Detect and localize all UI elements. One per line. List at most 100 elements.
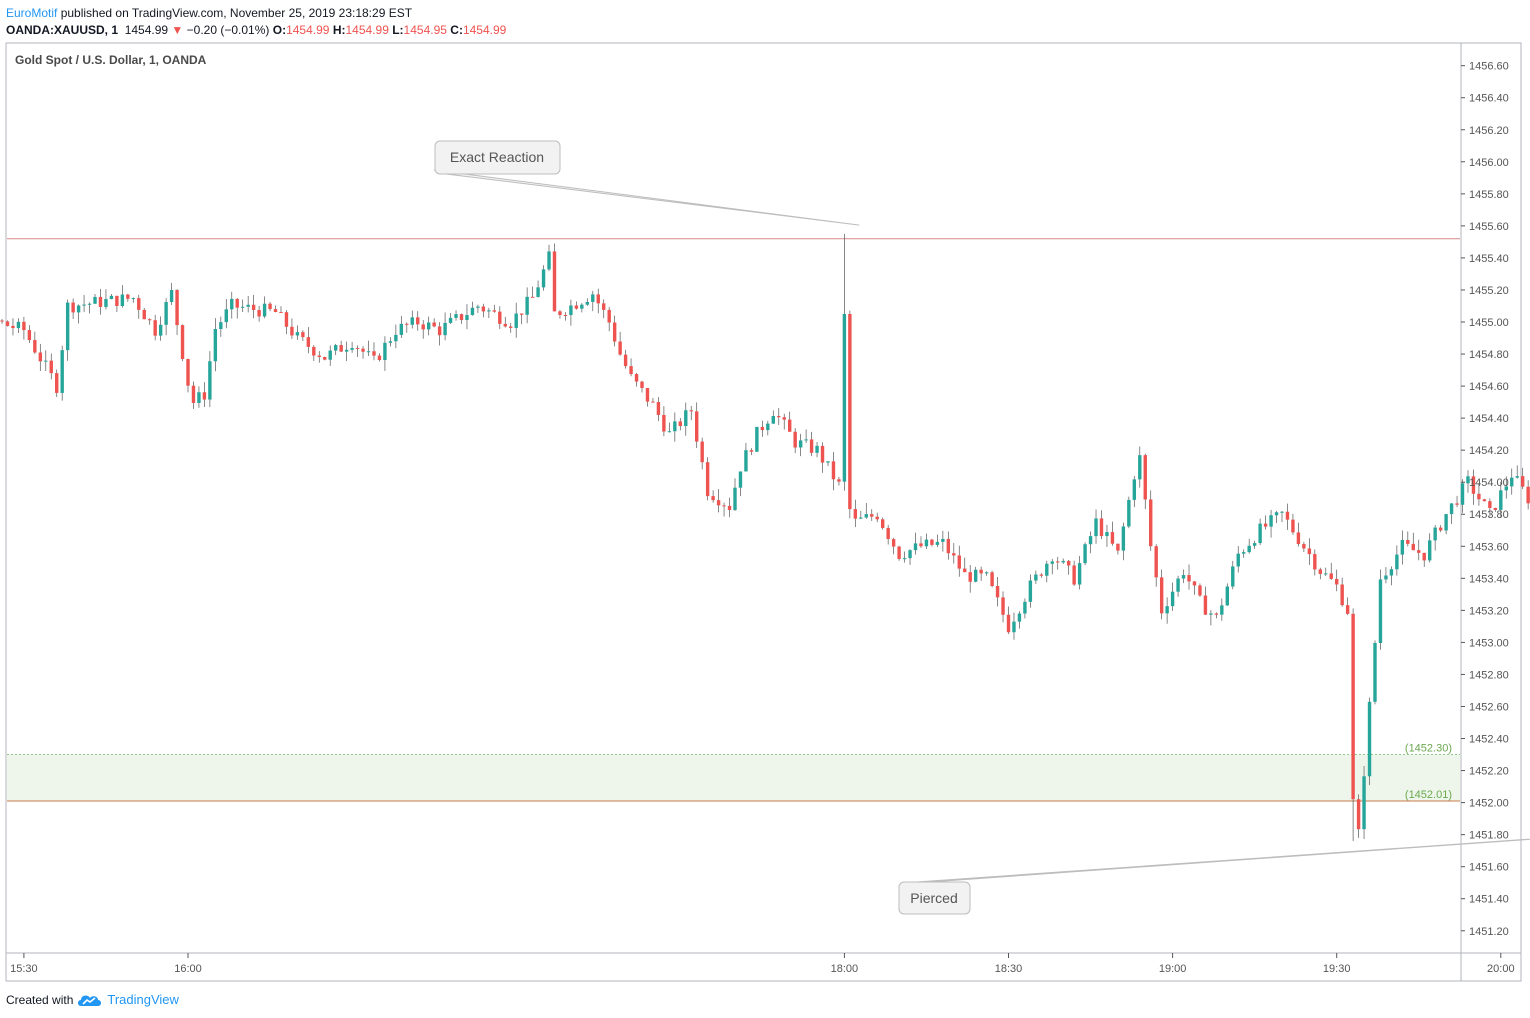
author-link[interactable]: EuroMotif (6, 6, 58, 20)
candle (563, 312, 568, 321)
candle (941, 530, 945, 552)
candle-body (1384, 575, 1388, 580)
candle-body (580, 304, 584, 309)
candle (1269, 509, 1273, 538)
candle (1252, 540, 1257, 549)
candle-body (826, 461, 830, 463)
candle-body (1181, 575, 1186, 579)
candle-body (11, 325, 15, 329)
candle-body (1121, 526, 1126, 551)
candle (771, 410, 775, 424)
down-arrow-icon: ▼ (171, 23, 184, 37)
candle (1099, 510, 1104, 540)
candle-body (1274, 512, 1279, 516)
candle-body (618, 341, 622, 355)
candle-body (1170, 591, 1175, 607)
price-tick-label: 1452.40 (1469, 734, 1509, 746)
candle-body (547, 251, 551, 270)
candle (1493, 507, 1498, 512)
candle-body (1028, 580, 1033, 602)
candle (755, 426, 759, 453)
candle-body (33, 340, 37, 353)
candle (1395, 545, 1399, 576)
candle (191, 381, 196, 410)
candle-body (290, 326, 294, 336)
candle (990, 570, 994, 588)
candle (1247, 538, 1251, 554)
time-tick-label: 16:00 (174, 963, 202, 975)
candle (722, 502, 726, 517)
candle (640, 380, 644, 393)
candle (1072, 560, 1076, 586)
price-tick-label: 1456.00 (1469, 157, 1509, 169)
candle (673, 412, 677, 442)
candle (202, 382, 207, 407)
candle (1061, 558, 1065, 564)
candle (891, 537, 896, 555)
tradingview-cloud-icon[interactable] (77, 993, 103, 1007)
candle (1329, 562, 1333, 580)
candle (33, 331, 37, 354)
candle (804, 429, 808, 443)
candle-body (1488, 501, 1492, 508)
candle-body (372, 351, 376, 356)
price-tick-label: 1453.40 (1469, 573, 1509, 585)
candle-body (1099, 518, 1104, 537)
candle-body (711, 496, 715, 501)
candle (815, 442, 819, 458)
candle-body (782, 417, 786, 420)
candle (525, 287, 529, 324)
candle (591, 290, 595, 312)
candle (454, 310, 458, 321)
candle-body (623, 354, 628, 367)
candle (1515, 465, 1519, 479)
candle (230, 291, 234, 319)
candle (634, 372, 639, 387)
candle (1258, 518, 1262, 546)
tradingview-brand-link[interactable]: TradingView (107, 992, 179, 1007)
candle (257, 305, 261, 322)
candle (432, 318, 436, 328)
candle-body (1258, 523, 1262, 544)
candle (984, 571, 989, 576)
candle (350, 341, 354, 353)
candle (596, 288, 600, 314)
candle-body (224, 309, 228, 323)
candle (1520, 467, 1525, 490)
candle (65, 299, 70, 361)
candle (853, 499, 858, 528)
candle (514, 302, 518, 338)
candle-body (842, 313, 847, 482)
candle-body (350, 348, 354, 350)
candle-body (426, 322, 431, 330)
candle-body (935, 541, 940, 545)
candle (1526, 480, 1530, 510)
candle-body (1422, 552, 1426, 561)
footer: Created with TradingView (6, 992, 179, 1008)
candle (935, 534, 940, 548)
candle-body (60, 350, 64, 393)
candle (1056, 556, 1060, 570)
candle (788, 411, 792, 432)
candle (558, 310, 562, 319)
open-value: 1454.99 (286, 23, 330, 37)
candle (1411, 532, 1415, 551)
candle (968, 565, 972, 593)
price-tick-label: 1452.80 (1469, 669, 1509, 681)
candle (273, 305, 278, 313)
candle-body (137, 298, 141, 310)
candle (1214, 612, 1219, 619)
candle-body (246, 304, 250, 307)
candle (509, 323, 513, 333)
candle-body (394, 334, 398, 342)
candle (246, 295, 250, 313)
candle (1466, 470, 1470, 493)
candle (1433, 524, 1437, 551)
candle-body (344, 349, 349, 352)
candle (1176, 575, 1180, 597)
candle-body (1335, 578, 1339, 585)
candle (1422, 552, 1426, 567)
candle (809, 431, 814, 457)
candle-body (596, 294, 600, 304)
